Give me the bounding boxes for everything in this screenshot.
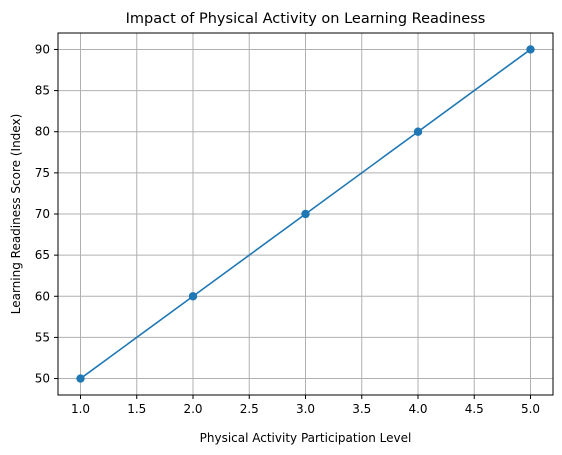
y-tick-label: 70 (35, 207, 50, 221)
y-tick-label: 50 (35, 372, 50, 386)
y-tick-label: 90 (35, 42, 50, 56)
chart-title: Impact of Physical Activity on Learning … (126, 11, 486, 27)
ticks: 1.0 1.5 2.0 2.5 3.0 3.5 4.0 4.5 5.0 50 55 60 65 70 75 8… (35, 42, 540, 416)
x-tick-label: 3.0 (296, 402, 315, 416)
y-tick-label: 60 (35, 289, 50, 303)
y-tick-label: 80 (35, 125, 50, 139)
y-axis-label: Learning Readiness Score (Index) (9, 114, 23, 315)
data-point (413, 127, 423, 136)
data-point (526, 45, 535, 54)
series (76, 45, 535, 383)
x-tick-label: 2.5 (240, 402, 259, 416)
y-tick-label: 65 (35, 248, 50, 262)
x-tick-label: 4.5 (465, 402, 484, 416)
x-tick-label: 1.0 (71, 402, 90, 416)
y-tick-label: 85 (35, 84, 50, 98)
x-tick-label: 5.0 (521, 402, 540, 416)
x-tick-label: 2.0 (183, 402, 202, 416)
data-point (188, 292, 198, 301)
x-tick-label: 4.0 (408, 402, 427, 416)
x-tick-label: 1.5 (127, 402, 146, 416)
x-tick-label: 3.5 (352, 402, 371, 416)
x-axis-label: Physical Activity Participation Level (200, 431, 412, 445)
data-point (76, 374, 85, 383)
y-tick-label: 55 (35, 330, 50, 344)
data-point (301, 209, 310, 219)
y-tick-label: 75 (35, 166, 50, 180)
